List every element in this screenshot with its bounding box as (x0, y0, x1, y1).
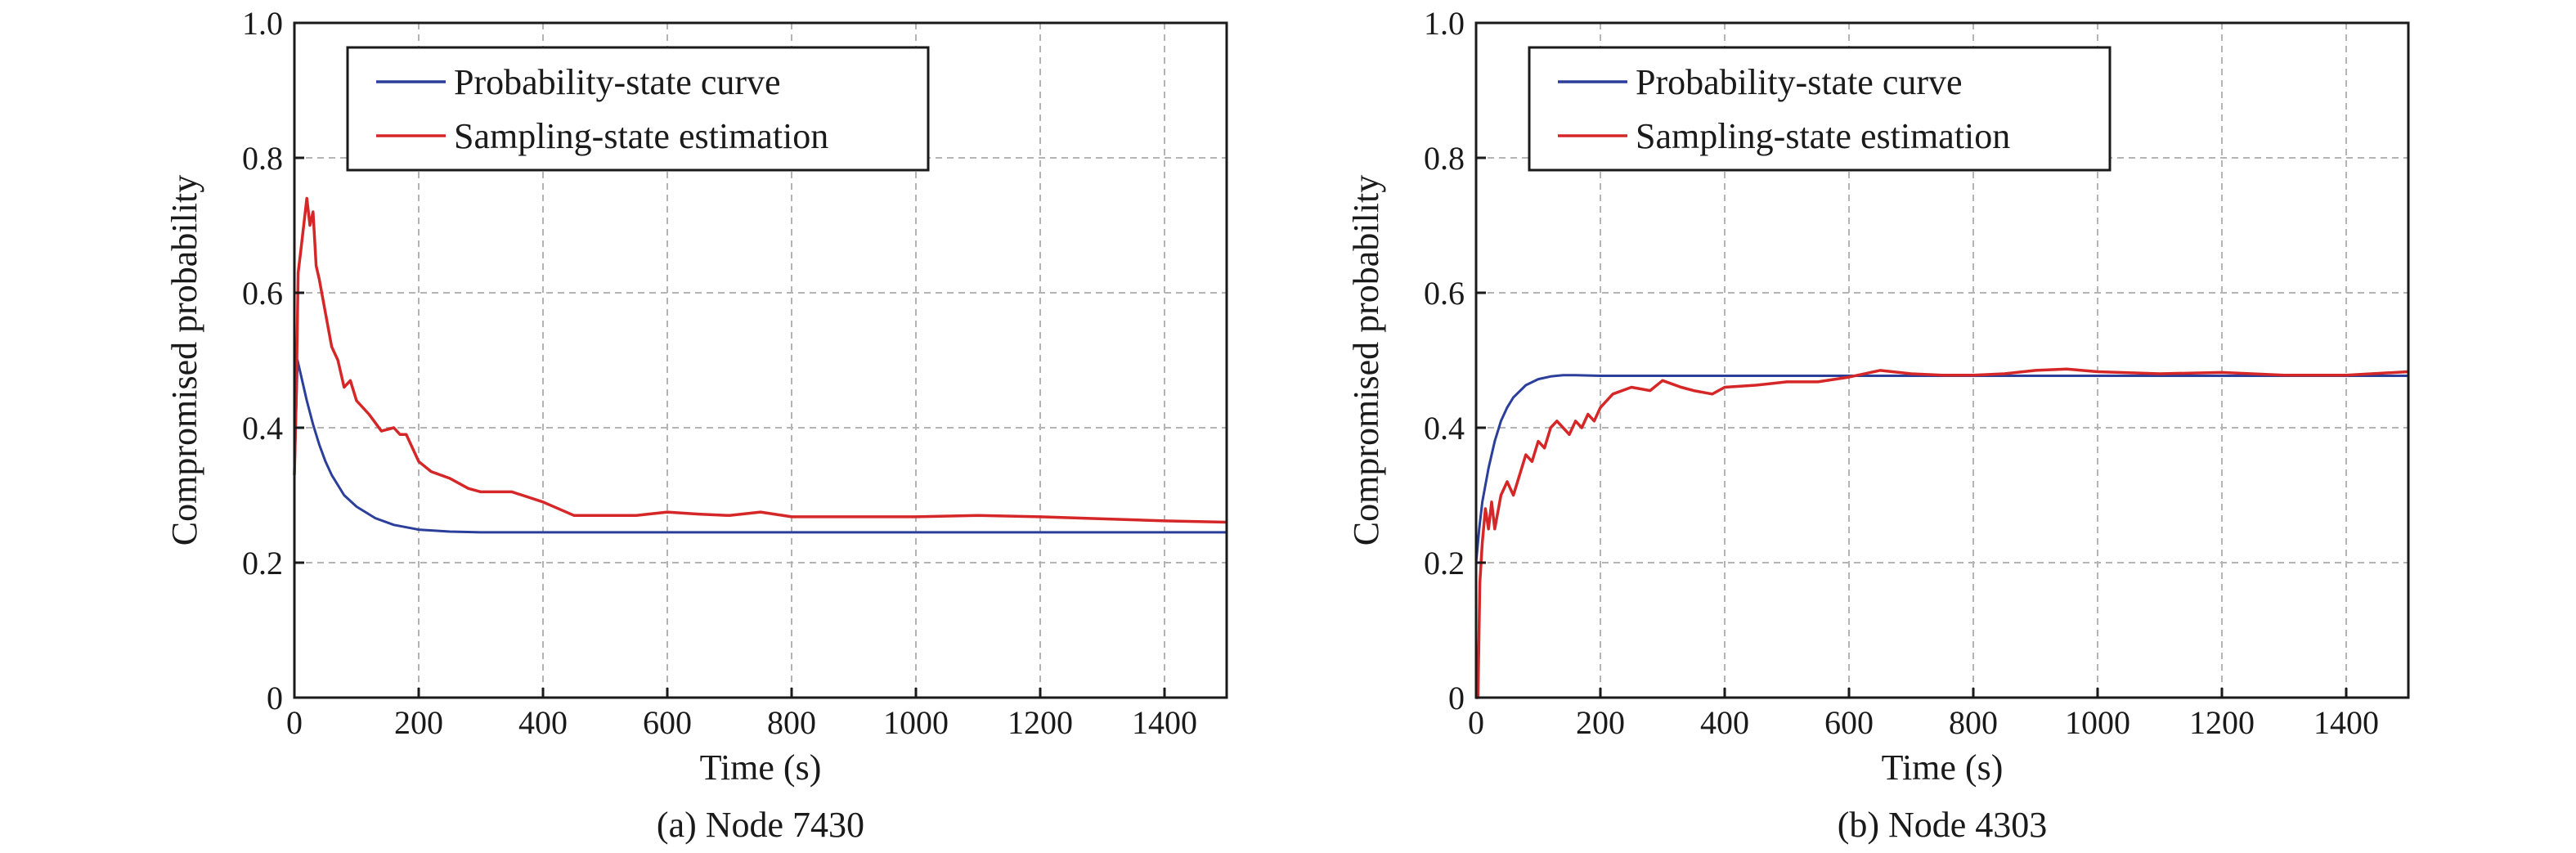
panel-caption: (b) Node 4303 (1838, 805, 2048, 845)
y-axis-label: Compromised probability (1346, 175, 1386, 545)
y-tick-label: 0.4 (242, 410, 283, 447)
y-axis-label: Compromised probability (164, 175, 204, 545)
series-line-probability-state-curve (1474, 374, 2408, 563)
legend-box (346, 46, 930, 172)
legend-label: Sampling-state estimation (454, 116, 828, 156)
x-tick-label: 1400 (1132, 704, 1197, 741)
series-line-sampling-state-estimation (1476, 367, 2409, 699)
x-tick-label: 400 (1700, 704, 1749, 741)
panel-caption: (a) Node 7430 (657, 805, 864, 845)
legend-label: Sampling-state estimation (1636, 116, 2010, 156)
y-tick-label: 0.8 (242, 140, 283, 177)
x-tick-label: 600 (643, 704, 692, 741)
x-tick-label: 800 (767, 704, 816, 741)
legend-label: Probability-state curve (454, 62, 781, 102)
x-tick-label: 0 (286, 704, 303, 741)
x-tick-label: 1000 (2065, 704, 2130, 741)
x-tick-label: 0 (1468, 704, 1484, 741)
y-tick-label: 0.2 (242, 545, 283, 581)
plot-frame (1474, 21, 2410, 699)
y-tick-label: 0.2 (1424, 545, 1465, 581)
x-tick-label: 600 (1824, 704, 1874, 741)
series-line-probability-state-curve (293, 359, 1227, 534)
y-tick-label: 0 (1448, 680, 1465, 716)
x-tick-label: 1200 (1008, 704, 1073, 741)
y-tick-label: 0.4 (1424, 410, 1465, 447)
y-tick-label: 0 (267, 680, 283, 716)
x-tick-label: 1400 (2313, 704, 2379, 741)
series-line-sampling-state-estimation (293, 196, 1227, 524)
legend-box (1528, 46, 2112, 172)
x-tick-label: 1000 (883, 704, 949, 741)
legend-label: Probability-state curve (1636, 62, 1963, 102)
y-tick-label: 0.8 (1424, 140, 1465, 177)
x-tick-label: 400 (518, 704, 568, 741)
legend: Probability-state curve Sampling-state es… (1528, 46, 2112, 172)
x-tick-label: 1200 (2189, 704, 2255, 741)
legend: Probability-state curve Sampling-state es… (346, 46, 930, 172)
x-axis-label: Time (s) (1882, 747, 2004, 788)
y-tick-label: 1.0 (1424, 5, 1465, 42)
chart-panel-node-7430: 0 200 400 600 800 1000 1200 1400 0 0.2 0.4 0.6 0.8 1.… (164, 5, 1228, 845)
x-tick-label: 800 (1949, 704, 1998, 741)
chart-panel-node-4303: 0 200 400 600 800 1000 1200 1400 0 0.2 0.4 0.6 0.8 1.… (1346, 5, 2410, 845)
x-axis-label: Time (s) (700, 747, 822, 788)
x-tick-label: 200 (1576, 704, 1625, 741)
y-tick-label: 0.6 (242, 275, 283, 312)
x-tick-label: 200 (394, 704, 443, 741)
plot-frame (293, 21, 1228, 699)
y-tick-label: 0.6 (1424, 275, 1465, 312)
y-tick-label: 1.0 (242, 5, 283, 42)
